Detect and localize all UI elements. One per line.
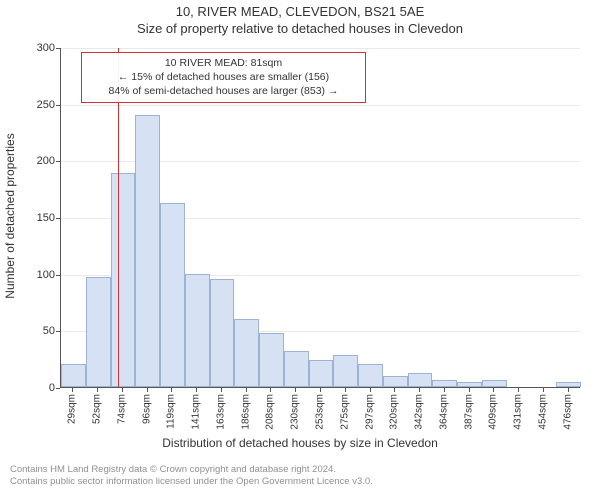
- histogram-bar: [309, 360, 334, 387]
- x-tick-mark: [469, 388, 470, 392]
- y-tick-mark: [56, 275, 60, 276]
- annotation-line-3: 84% of semi-detached houses are larger (…: [90, 84, 357, 98]
- attribution-line-2: Contains public sector information licen…: [10, 476, 590, 488]
- x-tick-label: 476sqm: [562, 394, 573, 430]
- chart-container: 10 RIVER MEAD: 81sqm ← 15% of detached h…: [0, 36, 600, 456]
- x-tick-label: 431sqm: [513, 394, 524, 430]
- x-tick-label: 96sqm: [141, 394, 152, 424]
- histogram-bar: [135, 115, 160, 387]
- page-title-sub: Size of property relative to detached ho…: [0, 21, 600, 36]
- histogram-bar: [408, 373, 433, 387]
- histogram-bar: [234, 319, 259, 387]
- x-tick-label: 186sqm: [240, 394, 251, 430]
- y-tick-mark: [56, 105, 60, 106]
- x-tick-mark: [493, 388, 494, 392]
- x-tick-mark: [295, 388, 296, 392]
- y-tick-mark: [56, 331, 60, 332]
- plot-area: 10 RIVER MEAD: 81sqm ← 15% of detached h…: [60, 48, 580, 388]
- histogram-bar: [86, 277, 111, 387]
- x-tick-mark: [419, 388, 420, 392]
- x-tick-label: 230sqm: [290, 394, 301, 430]
- histogram-bar: [160, 203, 185, 387]
- x-tick-mark: [196, 388, 197, 392]
- x-tick-label: 52sqm: [92, 394, 103, 424]
- y-tick-mark: [56, 388, 60, 389]
- x-tick-label: 141sqm: [191, 394, 202, 430]
- histogram-bar: [358, 364, 383, 387]
- histogram-bar: [259, 333, 284, 387]
- x-tick-mark: [122, 388, 123, 392]
- histogram-bar: [111, 173, 136, 387]
- histogram-bar: [383, 376, 408, 387]
- y-tick-mark: [56, 218, 60, 219]
- gridline: [61, 48, 580, 49]
- gridline: [61, 105, 580, 106]
- x-tick-label: 163sqm: [215, 394, 226, 430]
- y-tick-label: 50: [15, 325, 55, 337]
- histogram-bar: [61, 364, 86, 387]
- x-tick-label: 454sqm: [537, 394, 548, 430]
- attribution-text: Contains HM Land Registry data © Crown c…: [10, 464, 590, 489]
- x-tick-mark: [270, 388, 271, 392]
- annotation-box: 10 RIVER MEAD: 81sqm ← 15% of detached h…: [81, 52, 366, 103]
- x-tick-mark: [171, 388, 172, 392]
- histogram-bar: [210, 279, 235, 387]
- histogram-bar: [185, 274, 210, 387]
- histogram-bar: [457, 382, 482, 387]
- annotation-line-1: 10 RIVER MEAD: 81sqm: [90, 56, 357, 70]
- x-tick-label: 74sqm: [116, 394, 127, 424]
- y-tick-label: 200: [15, 155, 55, 167]
- x-tick-label: 29sqm: [67, 394, 78, 424]
- x-tick-label: 320sqm: [389, 394, 400, 430]
- histogram-bar: [333, 355, 358, 387]
- x-tick-mark: [568, 388, 569, 392]
- x-tick-mark: [370, 388, 371, 392]
- x-tick-mark: [97, 388, 98, 392]
- annotation-line-2: ← 15% of detached houses are smaller (15…: [90, 70, 357, 84]
- y-tick-mark: [56, 48, 60, 49]
- attribution-line-1: Contains HM Land Registry data © Crown c…: [10, 464, 590, 476]
- y-tick-label: 250: [15, 99, 55, 111]
- x-tick-mark: [394, 388, 395, 392]
- page-title-main: 10, RIVER MEAD, CLEVEDON, BS21 5AE: [0, 4, 600, 19]
- histogram-bar: [556, 382, 581, 387]
- x-tick-label: 364sqm: [438, 394, 449, 430]
- x-tick-label: 297sqm: [364, 394, 375, 430]
- x-tick-label: 409sqm: [488, 394, 499, 430]
- x-tick-mark: [246, 388, 247, 392]
- x-tick-mark: [221, 388, 222, 392]
- histogram-bar: [482, 380, 507, 387]
- x-tick-label: 342sqm: [414, 394, 425, 430]
- y-tick-label: 100: [15, 269, 55, 281]
- y-tick-mark: [56, 161, 60, 162]
- x-tick-mark: [320, 388, 321, 392]
- x-tick-label: 387sqm: [463, 394, 474, 430]
- histogram-bar: [284, 351, 309, 387]
- histogram-bar: [432, 380, 457, 387]
- x-tick-mark: [345, 388, 346, 392]
- x-tick-mark: [543, 388, 544, 392]
- x-tick-mark: [72, 388, 73, 392]
- x-tick-label: 119sqm: [166, 394, 177, 429]
- x-tick-label: 208sqm: [265, 394, 276, 430]
- y-tick-label: 0: [15, 382, 55, 394]
- x-tick-mark: [147, 388, 148, 392]
- x-axis-label: Distribution of detached houses by size …: [0, 436, 600, 450]
- x-tick-label: 253sqm: [315, 394, 326, 430]
- x-tick-mark: [518, 388, 519, 392]
- x-tick-mark: [444, 388, 445, 392]
- y-tick-label: 150: [15, 212, 55, 224]
- y-tick-label: 300: [15, 42, 55, 54]
- x-tick-label: 275sqm: [339, 394, 350, 430]
